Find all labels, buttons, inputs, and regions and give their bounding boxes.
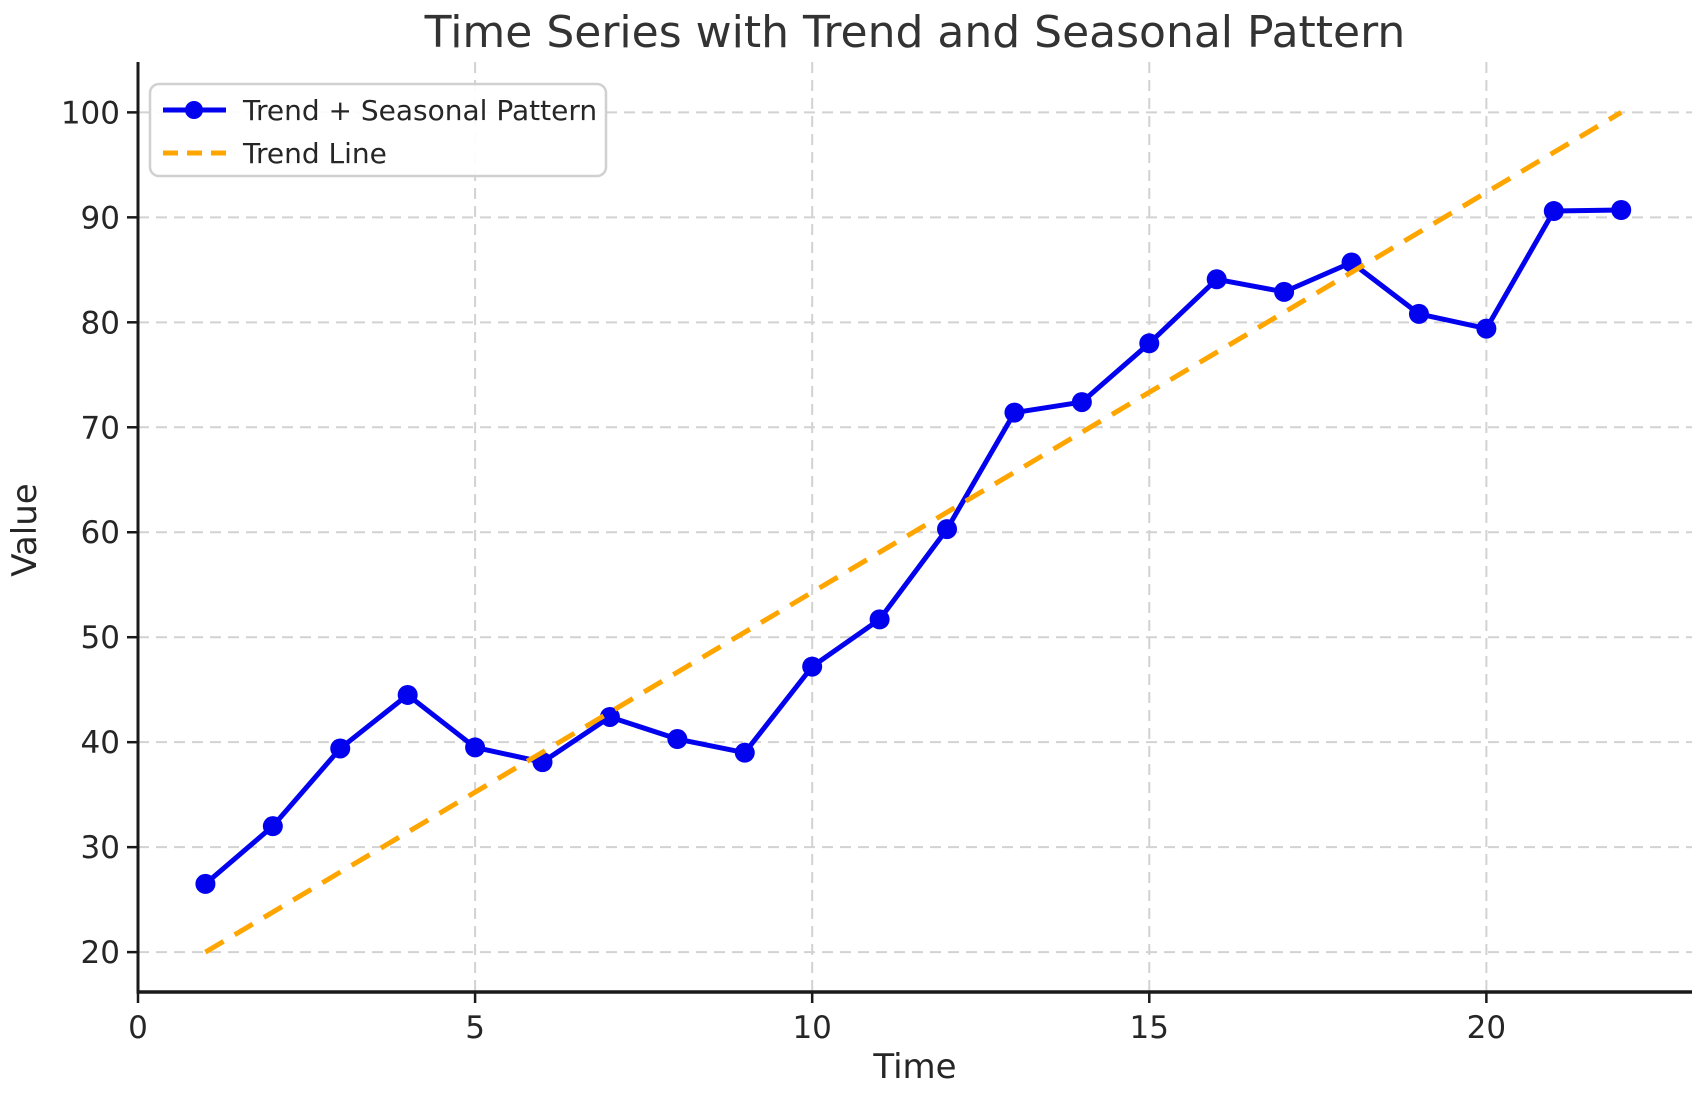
data-point-marker <box>734 742 755 763</box>
legend-box <box>148 82 608 178</box>
legend-sample-marker <box>185 101 203 119</box>
x-axis-label: Time <box>872 1047 956 1087</box>
data-point-marker <box>1004 402 1025 423</box>
data-point-marker <box>869 609 890 630</box>
y-tick-label: 70 <box>81 410 120 446</box>
y-tick-label: 50 <box>81 620 120 656</box>
data-point-marker <box>1408 303 1429 324</box>
y-tick-label: 40 <box>81 725 120 761</box>
y-tick-label: 30 <box>81 830 120 866</box>
legend-label-trend-seasonal: Trend + Seasonal Pattern <box>242 94 597 127</box>
y-tick-label: 90 <box>81 200 120 236</box>
y-tick-label: 20 <box>81 935 120 971</box>
axes-layer: 0 5 10 15 20 20 30 40 50 60 70 80 90 100 <box>61 62 1692 1046</box>
data-point-marker <box>1206 269 1227 290</box>
data-point-marker <box>330 738 351 759</box>
x-tick-label: 10 <box>792 1010 831 1046</box>
data-point-marker <box>1476 318 1497 339</box>
data-point-marker <box>1543 201 1564 222</box>
y-tick-label: 60 <box>81 515 120 551</box>
data-point-marker <box>397 684 418 705</box>
data-point-marker <box>667 729 688 750</box>
x-tick-label: 20 <box>1467 1010 1506 1046</box>
legend: Trend + Seasonal Pattern Trend Line <box>148 82 608 178</box>
y-tick-label: 100 <box>61 95 120 131</box>
series-layer <box>195 110 1632 955</box>
series-line-trend-seasonal <box>202 207 1624 887</box>
x-tick-label: 0 <box>128 1010 148 1046</box>
data-point-marker <box>1274 281 1295 302</box>
data-point-marker <box>1139 333 1160 354</box>
x-tick-label: 15 <box>1130 1010 1169 1046</box>
chart-title: Time Series with Trend and Seasonal Patt… <box>424 7 1406 58</box>
data-point-marker <box>802 656 823 677</box>
y-axis-label: Value <box>5 483 45 576</box>
data-point-marker <box>937 519 958 540</box>
data-point-marker <box>195 873 216 894</box>
data-point-marker <box>262 816 283 837</box>
data-point-marker <box>599 706 620 727</box>
data-point-marker <box>1071 392 1092 413</box>
data-point-marker <box>1611 200 1632 221</box>
x-tick-label: 5 <box>465 1010 485 1046</box>
y-tick-label: 80 <box>81 305 120 341</box>
legend-label-trend-line: Trend Line <box>242 137 387 170</box>
data-point-marker <box>465 737 486 758</box>
grid-layer <box>137 62 1692 992</box>
trend-line <box>204 110 1623 955</box>
